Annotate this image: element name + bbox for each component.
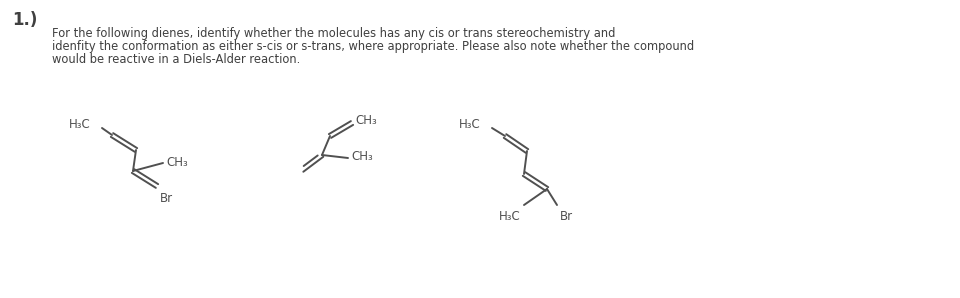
Text: would be reactive in a Diels-Alder reaction.: would be reactive in a Diels-Alder react… [52, 53, 300, 66]
Text: H₃C: H₃C [69, 119, 91, 131]
Text: 1.): 1.) [12, 11, 37, 29]
Text: CH₃: CH₃ [355, 114, 376, 128]
Text: H₃C: H₃C [459, 119, 481, 131]
Text: H₃C: H₃C [499, 210, 521, 223]
Text: idenfity the conformation as either s-cis or s-trans, where appropriate. Please : idenfity the conformation as either s-ci… [52, 40, 694, 53]
Text: For the following dienes, identify whether the molecules has any cis or trans st: For the following dienes, identify wheth… [52, 27, 615, 40]
Text: CH₃: CH₃ [166, 156, 188, 168]
Text: Br: Br [560, 210, 573, 223]
Text: CH₃: CH₃ [351, 150, 372, 164]
Text: Br: Br [160, 192, 173, 205]
